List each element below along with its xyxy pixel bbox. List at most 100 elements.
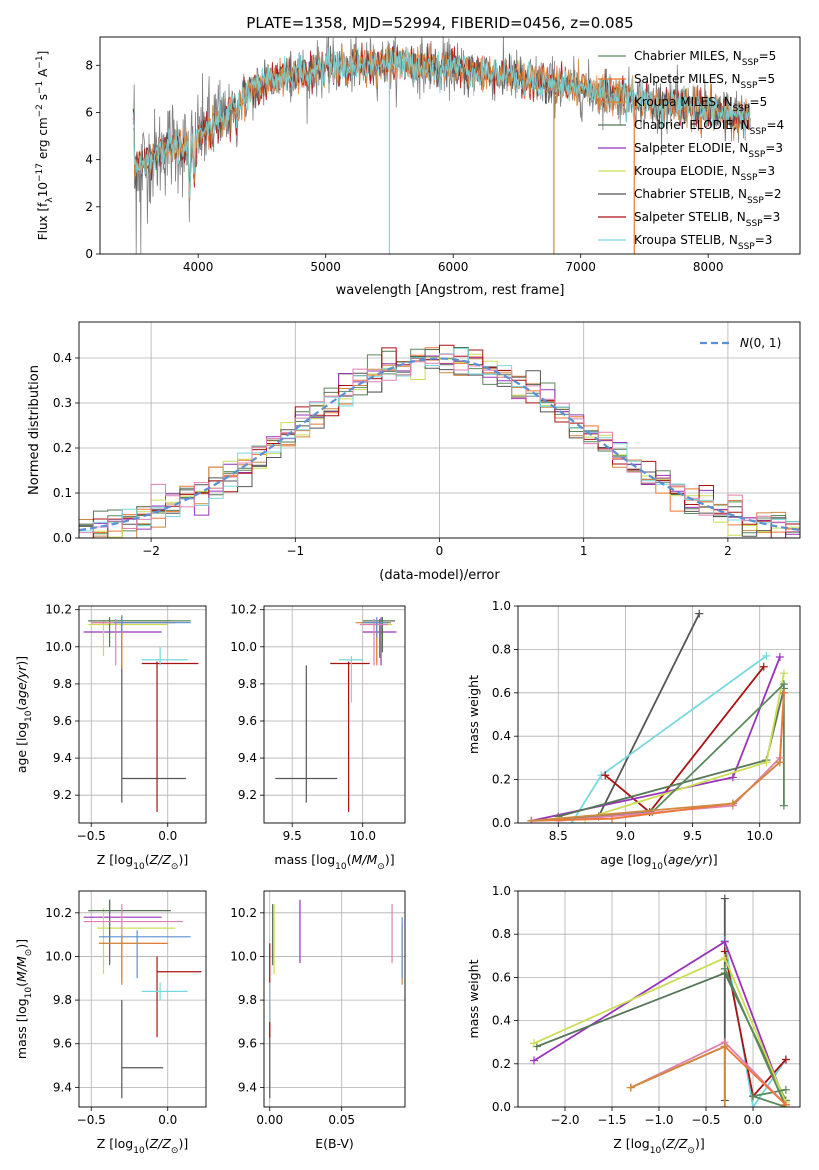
y-tick-label: 6 (85, 105, 93, 119)
legend-label: Salpeter MILES, NSSP=5 (634, 72, 775, 91)
y-tick-label: 0.1 (53, 486, 72, 500)
y-tick-label: 10.2 (230, 906, 257, 920)
x-axis-label: Z [log10(Z/Z⊙)] (613, 1136, 704, 1156)
axes-frame (78, 605, 207, 824)
axes-frame (78, 321, 801, 539)
y-tick-label: 0.4 (492, 729, 511, 743)
x-tick-label: −1.0 (644, 1113, 673, 1127)
legend-label: Kroupa MILES, NSSP=5 (634, 95, 767, 114)
y-tick-label: 0.2 (492, 773, 511, 787)
x-tick-label: −1.5 (597, 1113, 626, 1127)
series-marker (728, 799, 737, 808)
gaussian-curve (79, 357, 800, 532)
mass-vs-Z-panel: −0.5 0.0 9.4 9.6 9.8 10.0 10.2 Z [log10(Z/Z⊙)] m… (14, 890, 207, 1156)
errorbars (269, 899, 403, 1099)
x-axis-label: (data-model)/error (379, 568, 500, 583)
series-marker (749, 1092, 757, 1101)
series-marker (759, 662, 768, 671)
massweight-vs-Z-panel: −2.0 −1.5 −1.0 −0.5 0.0 0.0 0.2 0.4 0.6 0.8 1.0 Z [… (466, 884, 801, 1156)
y-tick-label: 9.8 (53, 993, 72, 1007)
x-tick-label: 10.0 (349, 829, 376, 843)
data-point (141, 661, 199, 812)
series-marker (720, 894, 729, 903)
series-marker (720, 964, 729, 973)
y-tick-label: 10.0 (45, 640, 72, 654)
y-axis-label: Flux [fλ10−17 erg cm−2 s−1 A−1] (35, 51, 55, 241)
y-tick-label: 9.6 (53, 714, 72, 728)
series-marker (720, 953, 729, 962)
legend-label: Salpeter ELODIE, NSSP=3 (634, 141, 783, 160)
series-marker (779, 669, 788, 678)
series-marker (779, 680, 788, 689)
legend-label: Salpeter STELIB, NSSP=3 (634, 210, 780, 229)
y-tick-label: 0.4 (492, 1014, 511, 1028)
series-line (531, 681, 785, 822)
y-tick-label: 9.4 (53, 751, 72, 765)
x-tick-label: 8000 (693, 260, 724, 274)
series-marker (529, 1039, 538, 1048)
series-line (723, 968, 787, 1107)
data-point (121, 1000, 164, 1099)
y-tick-label: 0 (85, 247, 93, 261)
x-tick-label: 0.0 (158, 829, 177, 843)
y-tick-label: 9.2 (238, 788, 257, 802)
y-tick-label: 9.4 (238, 1080, 257, 1094)
series-marker (601, 771, 610, 780)
legend-label: Kroupa STELIB, NSSP=3 (634, 233, 772, 252)
data-point (359, 618, 389, 666)
y-axis-label: mass weight (466, 675, 481, 754)
mass-vs-EBV-panel: 0.00 0.05 9.4 9.6 9.8 10.0 10.2 E(B-V) (230, 890, 406, 1151)
x-tick-label: 8.5 (549, 829, 568, 843)
data-point (98, 930, 191, 979)
x-tick-label: 0 (436, 544, 444, 558)
y-tick-label: 0.6 (492, 686, 511, 700)
series-marker (779, 688, 788, 697)
data-point (121, 665, 187, 803)
massweight-vs-age-panel: 8.5 9.0 9.5 10.0 0.0 0.2 0.4 0.6 0.8 1.0 age [log1… (466, 599, 801, 872)
series-line (558, 688, 785, 818)
spectrum-panel: 4000 5000 6000 7000 8000 0 2 4 6 8 wavelength [Ang… (35, 36, 801, 298)
spectrum-model-line (132, 45, 751, 198)
y-tick-label: 0.0 (53, 531, 72, 545)
x-tick-label: −0.5 (77, 1113, 106, 1127)
y-tick-label: 9.2 (53, 788, 72, 802)
series-marker (720, 1103, 729, 1107)
y-axis-label: mass [log10(M/M⊙)] (14, 939, 34, 1059)
series-lines (527, 609, 788, 823)
series-lines (529, 894, 790, 1107)
series-marker (781, 1085, 790, 1094)
series-marker (749, 1103, 757, 1107)
x-axis-label: E(B-V) (315, 1136, 354, 1151)
series-marker (720, 1042, 729, 1051)
data-point (114, 617, 191, 632)
x-tick-label: 0.00 (256, 1113, 283, 1127)
series-marker (775, 758, 784, 767)
x-tick-label: 0.0 (158, 1113, 177, 1127)
x-tick-label: 6000 (438, 260, 469, 274)
y-tick-label: 1.0 (492, 884, 511, 898)
y-tick-label: 9.6 (53, 1037, 72, 1051)
y-tick-label: 0.2 (492, 1057, 511, 1071)
axes-frame (517, 890, 801, 1108)
series-marker (626, 1083, 635, 1092)
x-axis-label: age [log10(age/yr)] (600, 852, 717, 872)
y-tick-label: 0.2 (53, 441, 72, 455)
data-point (362, 617, 389, 638)
x-tick-label: 9.0 (616, 829, 635, 843)
data-point (91, 618, 130, 666)
residuals-panel: −2 −1 0 1 2 0.0 0.1 0.2 0.3 0.4 N(0, 1) (data-model… (27, 321, 801, 583)
y-tick-label: 0.8 (492, 642, 511, 656)
axes-frame (263, 605, 406, 824)
y-tick-label: 0.8 (492, 927, 511, 941)
age-vs-Z-panel: −0.5 0.0 9.2 9.4 9.6 9.8 10.0 10.2 Z [log10(Z/Z⊙… (14, 603, 207, 872)
data-point (97, 908, 176, 974)
x-tick-label: 4000 (183, 260, 214, 274)
y-tick-label: 9.4 (53, 1080, 72, 1094)
x-tick-label: 5000 (310, 260, 341, 274)
series-line (630, 1045, 726, 1107)
x-axis-label: Z [log10(Z/Z⊙)] (97, 1136, 188, 1156)
x-tick-label: 1 (580, 544, 588, 558)
data-point (338, 656, 363, 703)
series-marker (781, 1100, 790, 1107)
x-tick-label: 9.5 (683, 829, 702, 843)
